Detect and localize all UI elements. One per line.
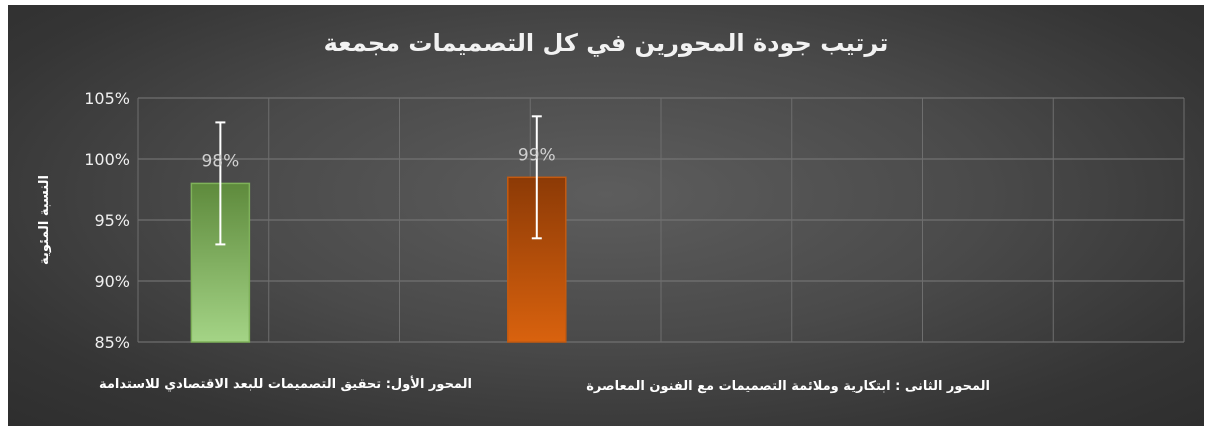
category-label-axis-2: المحور الثانى : ابتكارية وملائمة التصميم… bbox=[586, 379, 990, 394]
data-label: 99% bbox=[518, 145, 556, 165]
chart-svg: 98% 99% 85% 90% 95% 100% 105% النسبة المئوية bbox=[37, 89, 1185, 352]
y-tick-label: 105% bbox=[84, 89, 130, 108]
gridlines bbox=[137, 97, 1185, 343]
data-labels: 98% 99% bbox=[201, 145, 555, 171]
chart-title: ترتيب جودة المحورين في كل التصميمات مجمع… bbox=[323, 29, 889, 57]
y-tick-label: 90% bbox=[94, 272, 130, 291]
y-tick-label: 100% bbox=[84, 150, 130, 169]
y-axis-ticks: 85% 90% 95% 100% 105% bbox=[84, 89, 130, 352]
data-label: 98% bbox=[201, 151, 239, 171]
chart-area: 98% 99% 85% 90% 95% 100% 105% النسبة المئوية … bbox=[8, 5, 1204, 426]
error-bars bbox=[215, 115, 542, 246]
y-tick-label: 95% bbox=[94, 211, 130, 230]
bars bbox=[190, 176, 567, 343]
y-tick-label: 85% bbox=[94, 333, 130, 352]
category-label-axis-1: المحور الأول: تحقيق التصميمات للبعد الاق… bbox=[99, 377, 472, 392]
y-axis-label: النسبة المئوية bbox=[37, 175, 52, 265]
